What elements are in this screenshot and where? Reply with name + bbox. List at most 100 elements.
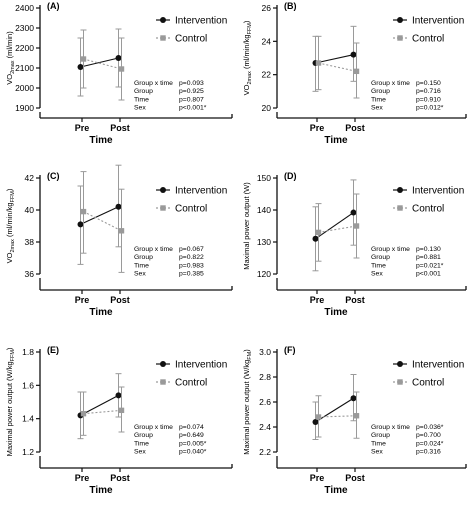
x-tick-label-pre: Pre (310, 295, 325, 305)
stat-label: Group x time (134, 80, 173, 87)
legend-marker-intervention (397, 17, 403, 23)
stat-value: p=0.983 (179, 262, 204, 269)
stat-label: Sex (371, 105, 383, 112)
y-tick-label: 40 (25, 205, 35, 215)
panel-d: (D) 120 130 140 150 Pre Post Time Maximal power … (242, 171, 467, 318)
stat-value: p=0.067 (179, 246, 204, 253)
y-tick-label: 26 (262, 3, 272, 13)
y-tick-label: 2000 (15, 83, 34, 93)
x-tick-label-pre: Pre (75, 473, 90, 483)
y-axis-title-part: ) (242, 349, 251, 352)
y-axis-title-subscript: 2max (10, 239, 16, 253)
legend-label-control: Control (175, 204, 207, 215)
stat-value: p=0.316 (416, 449, 441, 456)
y-tick-label: 2400 (15, 3, 34, 13)
series-line (315, 54, 354, 64)
stat-value: p=0.074 (179, 424, 204, 431)
series-line (83, 58, 122, 70)
data-point-post (118, 66, 125, 72)
legend-label-control: Control (412, 34, 444, 45)
series-line (315, 397, 354, 423)
y-axis-title-subscript: FFM (10, 191, 16, 203)
y-axis-title-subscript: 2max (247, 71, 253, 85)
legend-marker-intervention (160, 17, 166, 23)
panel-b: (B) 20 22 24 26 Pre Post Time VO2max (ml/min/kgF… (242, 1, 467, 146)
stat-label: Group (371, 88, 390, 95)
data-point-post (353, 223, 360, 229)
y-tick-label: 38 (25, 237, 35, 247)
x-tick-label-post: Post (110, 123, 130, 133)
y-tick-label: 1.2 (22, 447, 34, 457)
y-axis-title-part: VO (5, 252, 14, 263)
stat-value: p=0.130 (416, 246, 441, 253)
data-point-post (118, 228, 125, 234)
stat-value: p=0.040* (179, 449, 207, 456)
stat-value: p=0.005* (179, 440, 207, 447)
data-point-pre (80, 208, 87, 215)
y-tick-label: 36 (25, 269, 35, 279)
panel-label: (A) (47, 1, 60, 11)
data-point-pre (80, 56, 87, 62)
y-axis-title: Maximal power output (W/kgFM) (242, 349, 253, 455)
data-point-pre (80, 410, 87, 417)
stat-label: Group x time (134, 246, 173, 253)
legend: Intervention Control (393, 360, 464, 389)
series-line (318, 225, 357, 233)
legend: Intervention Control (156, 16, 227, 45)
stat-label: Time (134, 96, 149, 103)
series-line (318, 62, 357, 72)
data-point-pre (315, 414, 322, 420)
series-line (80, 206, 119, 225)
y-tick-label: 120 (257, 269, 271, 279)
y-axis-title: VO2max (ml/min/kgFFM) (5, 188, 16, 263)
stat-label: Sex (134, 271, 146, 278)
x-axis-title: Time (324, 307, 348, 318)
series-line (80, 57, 119, 68)
stat-value: p=0.150 (416, 80, 441, 87)
stat-label: Time (134, 262, 149, 269)
panel-label: (C) (47, 171, 60, 181)
stat-label: Group x time (371, 424, 410, 431)
series-intervention (312, 179, 357, 272)
x-axis-title: Time (89, 135, 113, 146)
legend-label-intervention: Intervention (412, 186, 464, 197)
y-tick-label: 150 (257, 173, 271, 183)
legend-label-intervention: Intervention (412, 16, 464, 27)
legend: Intervention Control (393, 16, 464, 45)
y-tick-label: 1900 (15, 103, 34, 113)
stat-value: p=0.093 (179, 80, 204, 87)
y-axis-title-part: ) (242, 20, 251, 23)
stat-label: Group (134, 88, 153, 95)
series-line (83, 211, 122, 232)
series-intervention (77, 28, 122, 97)
stat-label: Time (134, 440, 149, 447)
stat-value: p=0.012* (416, 105, 444, 112)
legend-label-control: Control (412, 378, 444, 389)
legend-label-intervention: Intervention (175, 186, 227, 197)
stats-block: Group x time p=0.150 Group p=0.716 Time p=0.9… (371, 80, 444, 112)
data-point-pre (77, 221, 84, 228)
y-tick-label: 2.2 (259, 447, 271, 457)
series-line (315, 212, 354, 240)
y-axis-title-part: ) (5, 347, 14, 350)
y-tick-label: 1.8 (22, 347, 34, 357)
data-point-pre (315, 60, 322, 66)
stat-label: Sex (371, 449, 383, 456)
series-intervention (312, 374, 357, 440)
y-axis-title-part: Maximal power output (W/kg (242, 360, 251, 455)
series-control (315, 193, 360, 262)
stat-label: Sex (134, 449, 146, 456)
y-tick-label: 42 (25, 173, 35, 183)
y-tick-label: 140 (257, 205, 271, 215)
panel-label: (F) (284, 345, 296, 355)
x-tick-label-pre: Pre (310, 473, 325, 483)
series-control (80, 29, 125, 101)
legend-marker-intervention (397, 187, 403, 193)
panel-c: (C) 36 38 40 42 Pre Post Time VO2max (ml/min/kgF… (5, 164, 233, 318)
y-axis-title: Maximal power output (W/kgFFM) (5, 347, 16, 456)
data-point-pre (315, 229, 322, 236)
stat-label: Group (371, 254, 390, 261)
data-point-post (353, 413, 360, 419)
legend: Intervention Control (156, 360, 227, 389)
stat-value: p=0.021* (416, 262, 444, 269)
